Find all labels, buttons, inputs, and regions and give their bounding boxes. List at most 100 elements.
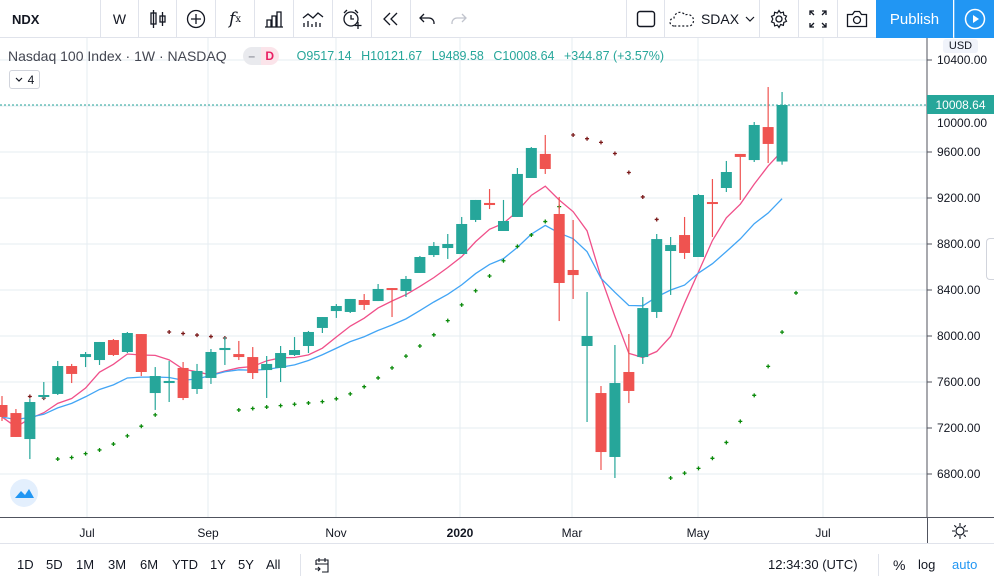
sar-point-below	[668, 476, 673, 481]
price-tick-label: 9600.00	[937, 145, 981, 159]
candle-body	[637, 308, 649, 358]
sar-point-below	[278, 403, 283, 408]
range-1d[interactable]: 1D	[17, 557, 34, 572]
candle-up	[665, 236, 677, 295]
candle-up	[651, 233, 663, 318]
undo-icon[interactable]	[419, 13, 435, 25]
grid	[0, 38, 927, 518]
candle-up	[219, 337, 231, 365]
templates-icon[interactable]	[255, 0, 294, 38]
fullscreen-icon[interactable]	[799, 0, 838, 38]
gear-icon[interactable]	[760, 0, 799, 38]
sun-icon[interactable]	[952, 523, 968, 539]
range-1y[interactable]: 1Y	[210, 557, 226, 572]
candle-up	[316, 317, 328, 334]
sar-point-below	[111, 442, 116, 447]
interval-button[interactable]: W	[101, 0, 139, 38]
candle-body	[470, 199, 482, 220]
candle-down	[762, 87, 774, 164]
range-6m[interactable]: 6M	[140, 557, 159, 572]
price-tick-label: 7200.00	[937, 421, 981, 435]
chart-pane[interactable]: 10400.00 10000.00 9600.00 9200.00 8800.00 840…	[0, 38, 994, 518]
sar-point-below	[529, 232, 534, 237]
range-5y[interactable]: 5Y	[238, 557, 254, 572]
range-all[interactable]: All	[266, 557, 281, 572]
candle-body	[358, 300, 370, 305]
sar-point-below	[417, 344, 422, 349]
candle-body	[484, 202, 496, 206]
sar-point-above	[654, 217, 659, 222]
candle-down	[358, 294, 370, 311]
sar-point-below	[153, 412, 158, 417]
time-label: 2020	[446, 526, 474, 540]
candle-down	[107, 338, 119, 357]
log-toggle[interactable]: log	[918, 557, 936, 572]
axis-corner-divider	[927, 518, 928, 544]
tradingview-logo-icon[interactable]	[9, 478, 39, 508]
camera-icon[interactable]	[838, 0, 876, 38]
legend-status-pill[interactable]: – D	[242, 47, 279, 65]
candle-down	[595, 386, 607, 470]
candle-body	[52, 366, 64, 394]
range-3m[interactable]: 3M	[108, 557, 127, 572]
candle-up	[24, 399, 36, 460]
sar-point-above	[167, 329, 172, 334]
range-5d[interactable]: 5D	[46, 557, 63, 572]
sar-point-below	[473, 288, 478, 293]
candle-down	[10, 409, 22, 437]
price-tick-label: 6800.00	[937, 467, 981, 481]
candle-up	[302, 330, 314, 354]
price-tick-label: 8800.00	[937, 237, 981, 251]
candle-up	[414, 255, 426, 273]
candle-up	[637, 297, 649, 364]
legend-change: +344.87 (+3.57%)	[564, 49, 665, 63]
sar-point-above	[571, 132, 576, 137]
range-ytd[interactable]: YTD	[172, 557, 198, 572]
candle-body	[316, 317, 328, 328]
legend-open: O9517.14	[296, 49, 352, 63]
candle-body	[581, 336, 593, 347]
undo-redo-group	[411, 0, 475, 38]
play-icon[interactable]	[954, 0, 994, 38]
currency-badge[interactable]: USD	[943, 39, 978, 53]
go-to-date-icon[interactable]	[314, 556, 330, 574]
sar-point-below	[682, 471, 687, 476]
right-panel-handle[interactable]	[986, 238, 994, 280]
candle-body	[414, 256, 426, 273]
sar-point-below	[431, 332, 436, 337]
candle-body	[149, 376, 161, 394]
symbol-search-button[interactable]: NDX	[0, 0, 101, 38]
candle-down	[484, 189, 496, 210]
sar-point-below	[724, 440, 729, 445]
chart-type-icon[interactable]	[294, 0, 333, 38]
publish-button[interactable]: Publish	[876, 0, 953, 38]
parabolic-sar	[27, 132, 799, 481]
divider	[300, 554, 301, 576]
range-1m[interactable]: 1M	[76, 557, 95, 572]
candle-up	[121, 331, 133, 354]
add-compare-icon[interactable]	[177, 0, 216, 38]
sar-point-above	[585, 136, 590, 141]
time-axis[interactable]: Jul Sep Nov 2020 Mar May Jul	[0, 517, 994, 544]
price-chart[interactable]: 10400.00 10000.00 9600.00 9200.00 8800.00 840…	[0, 38, 994, 518]
candle-body	[0, 405, 8, 417]
replay-icon[interactable]	[372, 0, 411, 38]
indicators-toggle[interactable]: 4	[9, 70, 40, 89]
candle-body	[275, 353, 287, 368]
percent-toggle[interactable]: %	[893, 557, 906, 573]
pill-letter: D	[260, 47, 279, 65]
candles-icon[interactable]	[139, 0, 177, 38]
auto-toggle[interactable]: auto	[952, 557, 978, 572]
candle-body	[595, 393, 607, 453]
candle-body	[121, 333, 133, 352]
alert-icon[interactable]	[333, 0, 372, 38]
bottom-toolbar: 1D 5D 1M 3M 6M YTD 1Y 5Y All 12:34:30 (U…	[0, 543, 994, 587]
layout-save-button[interactable]: SDAX	[665, 0, 760, 38]
legend-title[interactable]: Nasdaq 100 Index · 1W · NASDAQ	[8, 48, 227, 64]
sar-point-below	[362, 384, 367, 389]
candle-body	[400, 278, 412, 292]
redo-icon[interactable]	[451, 13, 467, 25]
select-layout-icon[interactable]	[626, 0, 665, 38]
clock[interactable]: 12:34:30 (UTC)	[768, 557, 858, 572]
